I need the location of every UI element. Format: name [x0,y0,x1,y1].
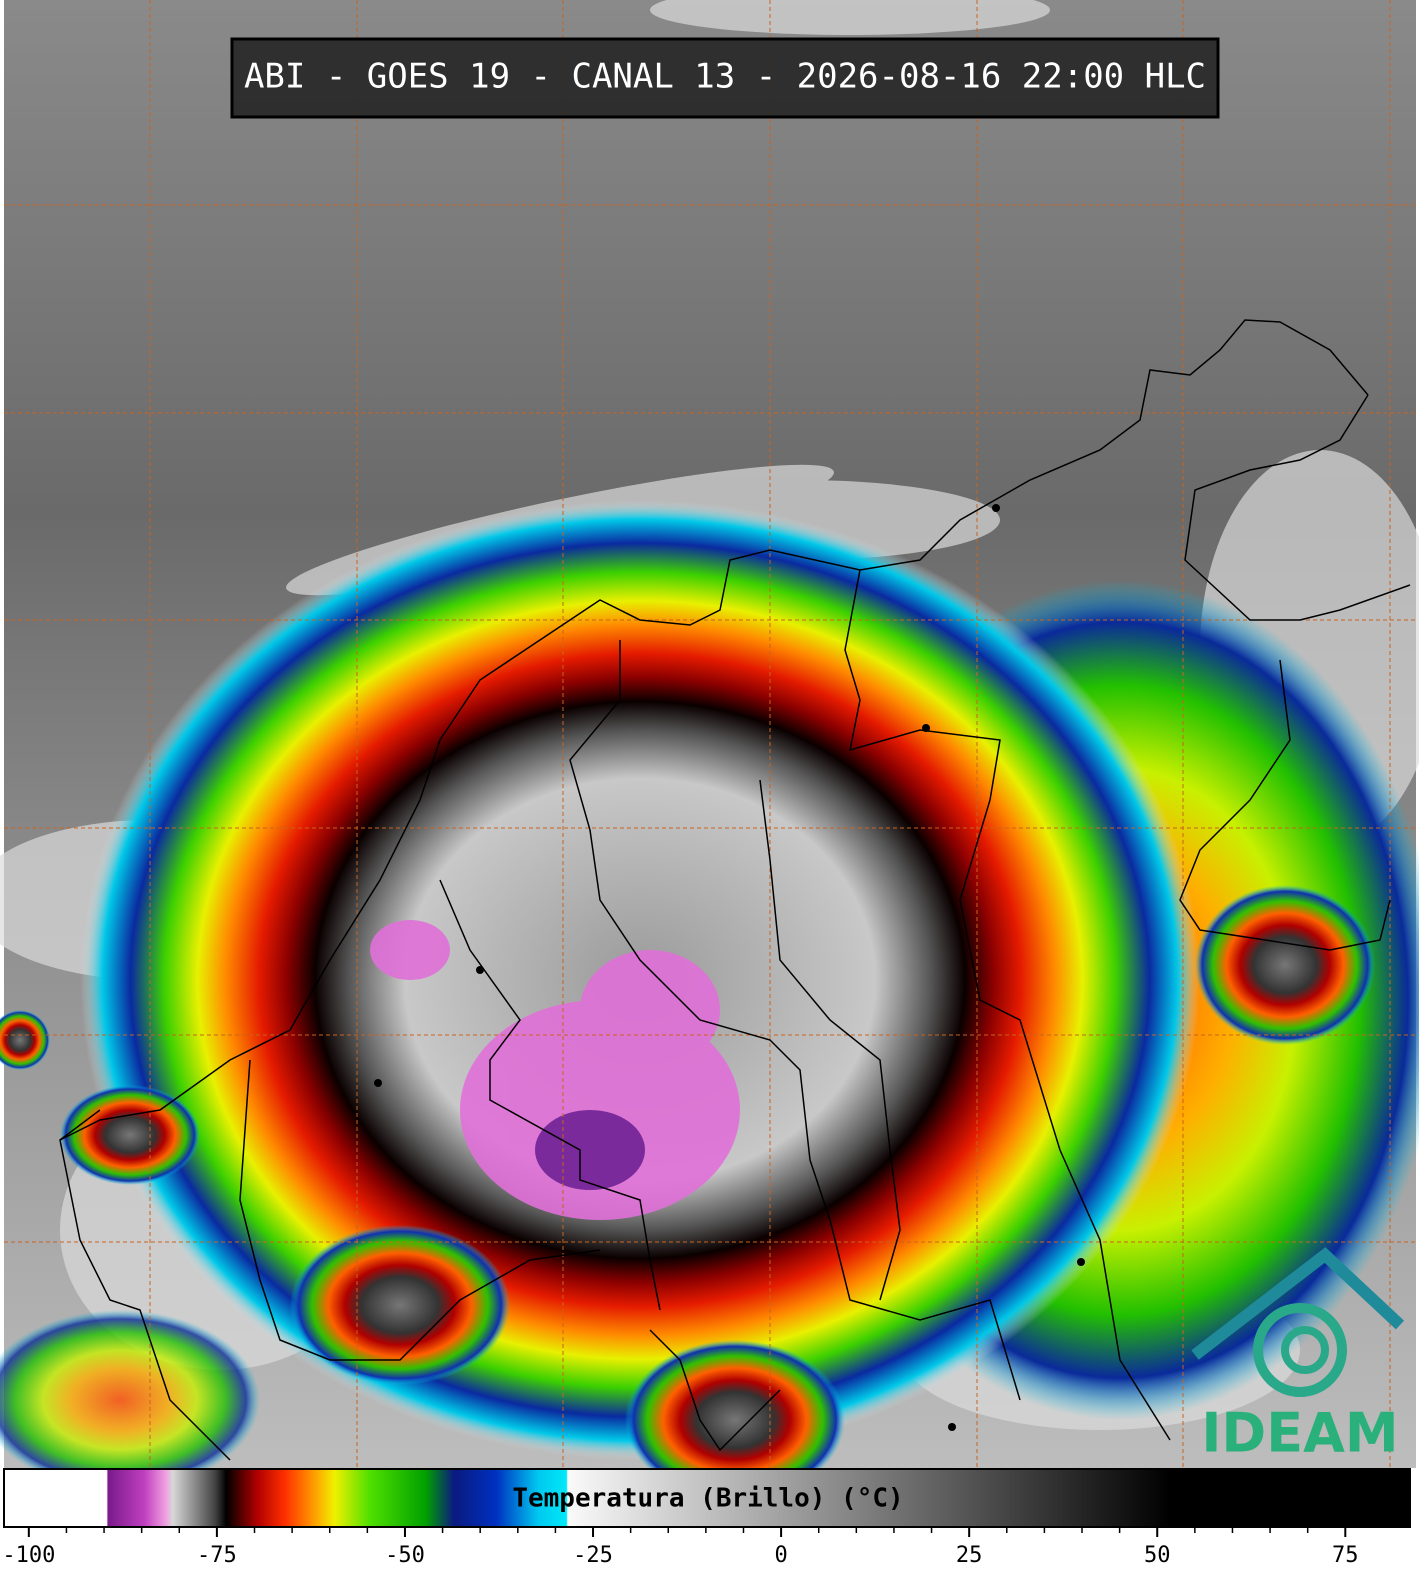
tick-label: 25 [956,1543,983,1568]
storm-cell [1195,885,1375,1045]
tick-label: 50 [1144,1543,1171,1568]
coldest-tops [370,920,740,1220]
logo-text: IDEAM [1201,1402,1398,1465]
colorbar-label: Temperatura (Brillo) (°C) [512,1484,903,1514]
logo-mark [1191,1247,1405,1397]
borders [59,319,1411,1461]
colorbar [3,1468,1411,1528]
storm-cell [0,1310,260,1490]
storm-cell [60,1085,200,1185]
tick-label: -25 [573,1543,613,1568]
graticule [4,0,1416,1468]
tick-label: -75 [197,1543,237,1568]
storm-cell [0,1010,50,1070]
storm-cell [290,1225,510,1385]
tick-label: -50 [385,1543,425,1568]
cities [374,504,1085,1431]
title-box [230,37,1220,119]
storm-cell [625,1340,845,1500]
tick-label: 75 [1332,1543,1359,1568]
colorbar-axis: -100 -75 -50 -25 0 25 50 75 [2,1526,1410,1568]
tick-label: 0 [774,1543,787,1568]
tick-label: -100 [2,1543,55,1568]
coldest-core [535,1110,645,1190]
title: ABI - GOES 19 - CANAL 13 - 2026-08-16 22… [244,57,1206,97]
